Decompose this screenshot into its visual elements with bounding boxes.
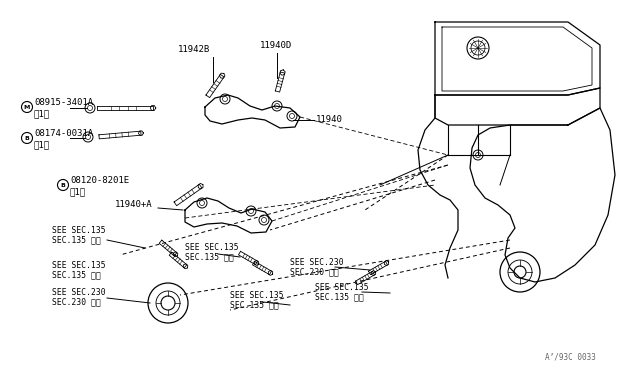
Text: 08915-3401A: 08915-3401A xyxy=(34,98,93,107)
Text: SEE SEC.230: SEE SEC.230 xyxy=(290,258,344,267)
Text: （1）: （1） xyxy=(70,187,86,196)
Text: SEC.135 参照: SEC.135 参照 xyxy=(315,292,364,301)
Text: 08120-8201E: 08120-8201E xyxy=(70,176,129,185)
Text: 11940+A: 11940+A xyxy=(115,200,152,209)
Text: 11942B: 11942B xyxy=(178,45,211,54)
Text: SEC.135 参照: SEC.135 参照 xyxy=(185,252,234,261)
Text: SEC.135 参照: SEC.135 参照 xyxy=(52,235,100,244)
Text: A’/93C 0033: A’/93C 0033 xyxy=(545,353,596,362)
Text: SEC.230 参照: SEC.230 参照 xyxy=(52,297,100,306)
Text: B: B xyxy=(61,183,65,187)
Text: SEE SEC.135: SEE SEC.135 xyxy=(185,243,239,252)
Text: SEE SEC.135: SEE SEC.135 xyxy=(230,291,284,300)
Text: SEE SEC.135: SEE SEC.135 xyxy=(52,226,106,235)
Text: B: B xyxy=(24,135,29,141)
Text: 11940: 11940 xyxy=(316,115,343,124)
Text: SEE SEC.135: SEE SEC.135 xyxy=(315,283,369,292)
Text: SEC.230 参照: SEC.230 参照 xyxy=(290,267,339,276)
Text: SEC.135 参照: SEC.135 参照 xyxy=(52,270,100,279)
Text: 08174-0031A: 08174-0031A xyxy=(34,129,93,138)
Text: （1）: （1） xyxy=(34,140,50,149)
Text: 11940D: 11940D xyxy=(260,41,292,50)
Text: （1）: （1） xyxy=(34,109,50,118)
Text: SEC.135 参照: SEC.135 参照 xyxy=(230,300,279,309)
Text: SEE SEC.230: SEE SEC.230 xyxy=(52,288,106,297)
Text: SEE SEC.135: SEE SEC.135 xyxy=(52,261,106,270)
Text: M: M xyxy=(24,105,30,109)
